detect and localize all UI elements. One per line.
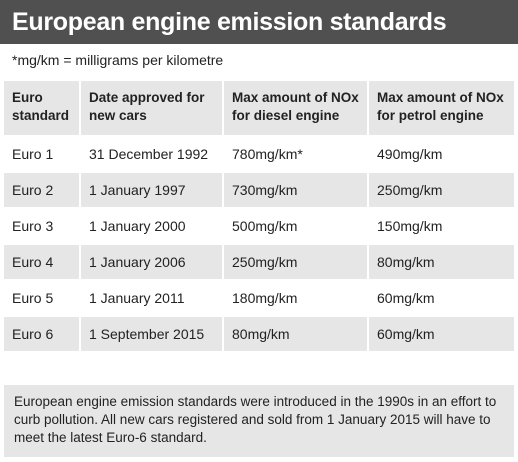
table-row: Euro 1 31 December 1992 780mg/km* 490mg/… xyxy=(4,137,514,171)
cell-diesel: 250mg/km xyxy=(224,245,369,279)
cell-diesel: 780mg/km* xyxy=(224,137,369,171)
cell-date: 1 January 1997 xyxy=(81,173,224,207)
cell-petrol: 150mg/km xyxy=(369,209,514,243)
title-bar: European engine emission standards xyxy=(0,0,518,44)
table-row: Euro 2 1 January 1997 730mg/km 250mg/km xyxy=(4,173,514,207)
cell-petrol: 490mg/km xyxy=(369,137,514,171)
cell-date: 1 January 2011 xyxy=(81,281,224,315)
table-row: Euro 3 1 January 2000 500mg/km 150mg/km xyxy=(4,209,514,243)
page-title: European engine emission standards xyxy=(12,7,447,36)
cell-standard: Euro 6 xyxy=(4,317,81,351)
cell-standard: Euro 3 xyxy=(4,209,81,243)
cell-date: 1 January 2000 xyxy=(81,209,224,243)
table-row: Euro 5 1 January 2011 180mg/km 60mg/km xyxy=(4,281,514,315)
emission-standards-table: Euro standard Date approved for new cars… xyxy=(4,79,514,353)
header-euro-standard: Euro standard xyxy=(4,81,81,135)
header-nox-petrol: Max amount of NOx for petrol engine xyxy=(369,81,514,135)
cell-standard: Euro 2 xyxy=(4,173,81,207)
cell-diesel: 500mg/km xyxy=(224,209,369,243)
table-row: Euro 4 1 January 2006 250mg/km 80mg/km xyxy=(4,245,514,279)
cell-date: 1 January 2006 xyxy=(81,245,224,279)
cell-diesel: 730mg/km xyxy=(224,173,369,207)
cell-date: 1 September 2015 xyxy=(81,317,224,351)
cell-date: 31 December 1992 xyxy=(81,137,224,171)
cell-diesel: 80mg/km xyxy=(224,317,369,351)
header-date-approved: Date approved for new cars xyxy=(81,81,224,135)
units-note: *mg/km = milligrams per kilometre xyxy=(12,52,224,68)
table-header-row: Euro standard Date approved for new cars… xyxy=(4,81,514,135)
footer-note: European engine emission standards were … xyxy=(4,385,514,457)
cell-diesel: 180mg/km xyxy=(224,281,369,315)
cell-petrol: 60mg/km xyxy=(369,281,514,315)
header-nox-diesel: Max amount of NOx for diesel engine xyxy=(224,81,369,135)
cell-petrol: 60mg/km xyxy=(369,317,514,351)
table-row: Euro 6 1 September 2015 80mg/km 60mg/km xyxy=(4,317,514,351)
cell-petrol: 250mg/km xyxy=(369,173,514,207)
cell-standard: Euro 1 xyxy=(4,137,81,171)
cell-petrol: 80mg/km xyxy=(369,245,514,279)
cell-standard: Euro 4 xyxy=(4,245,81,279)
cell-standard: Euro 5 xyxy=(4,281,81,315)
